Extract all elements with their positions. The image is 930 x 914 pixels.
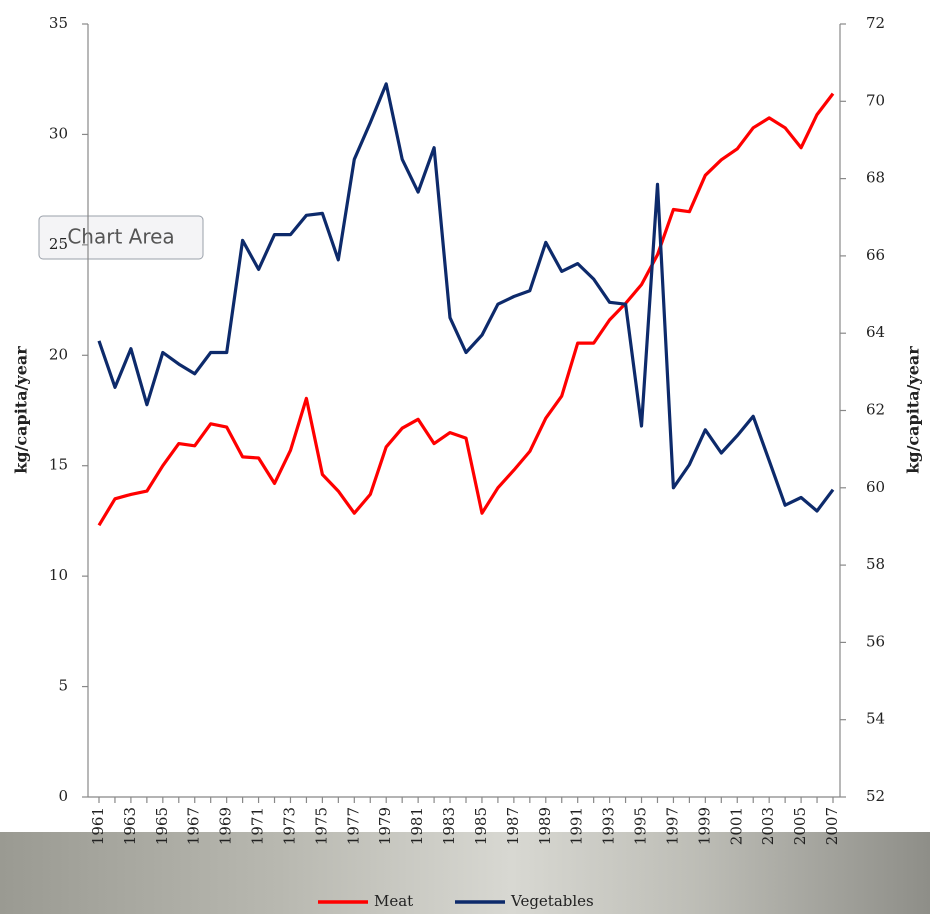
y-tick-label: 5 (58, 677, 68, 695)
x-tick-label: 1981 (408, 807, 426, 845)
x-tick-label: 1987 (504, 807, 522, 845)
y2-tick-label: 52 (866, 787, 885, 805)
tooltip: Chart Area (38, 215, 204, 260)
x-tick-label: 1971 (249, 807, 267, 845)
y2-tick-label: 64 (866, 323, 885, 341)
y2-tick-label: 70 (866, 91, 885, 109)
x-tick-label: 1991 (568, 807, 586, 845)
y2-tick-label: 58 (866, 555, 885, 573)
x-tick-label: 1999 (695, 807, 713, 845)
legend-label: Vegetables (510, 892, 594, 910)
y2-axis-label: kg/capita/year (904, 346, 923, 474)
y2-tick-label: 60 (866, 478, 885, 496)
x-tick-label: 1993 (600, 807, 618, 845)
x-tick-label: 1969 (217, 807, 235, 845)
x-tick-label: 2007 (823, 807, 841, 845)
y-tick-label: 0 (58, 787, 68, 805)
x-tick-label: 2005 (791, 807, 809, 845)
series-line (97, 82, 835, 513)
y-tick-label: 30 (49, 124, 68, 142)
tooltip-box (38, 215, 204, 260)
y2-tick-label: 62 (866, 401, 885, 419)
x-tick-label: 1997 (663, 807, 681, 845)
x-tick-label: 1967 (185, 807, 203, 845)
y-axis-label: kg/capita/year (12, 346, 31, 474)
x-tick-label: 1975 (312, 807, 330, 845)
series-line (97, 92, 835, 527)
x-tick-label: 2001 (727, 807, 745, 845)
y2-tick-label: 72 (866, 14, 885, 32)
y-tick-label: 25 (49, 235, 68, 253)
y2-tick-label: 56 (866, 632, 885, 650)
x-tick-label: 2003 (759, 807, 777, 845)
x-tick-label: 1963 (121, 807, 139, 845)
x-tick-label: 1989 (536, 807, 554, 845)
x-tick-label: 1995 (632, 807, 650, 845)
x-tick-label: 1961 (89, 807, 107, 845)
x-tick-label: 1985 (472, 807, 490, 845)
legend-label: Meat (374, 892, 413, 910)
y2-tick-label: 66 (866, 246, 885, 264)
x-tick-label: 1983 (440, 807, 458, 845)
x-tick-label: 1979 (376, 807, 394, 845)
y-tick-label: 20 (49, 345, 68, 363)
y2-tick-label: 54 (866, 710, 885, 728)
y-tick-label: 15 (49, 456, 68, 474)
y-tick-label: 10 (49, 566, 68, 584)
x-tick-label: 1965 (153, 807, 171, 845)
x-tick-label: 1973 (280, 807, 298, 845)
x-tick-label: 1977 (344, 807, 362, 845)
y-tick-label: 35 (49, 14, 68, 32)
y2-tick-label: 68 (866, 169, 885, 187)
